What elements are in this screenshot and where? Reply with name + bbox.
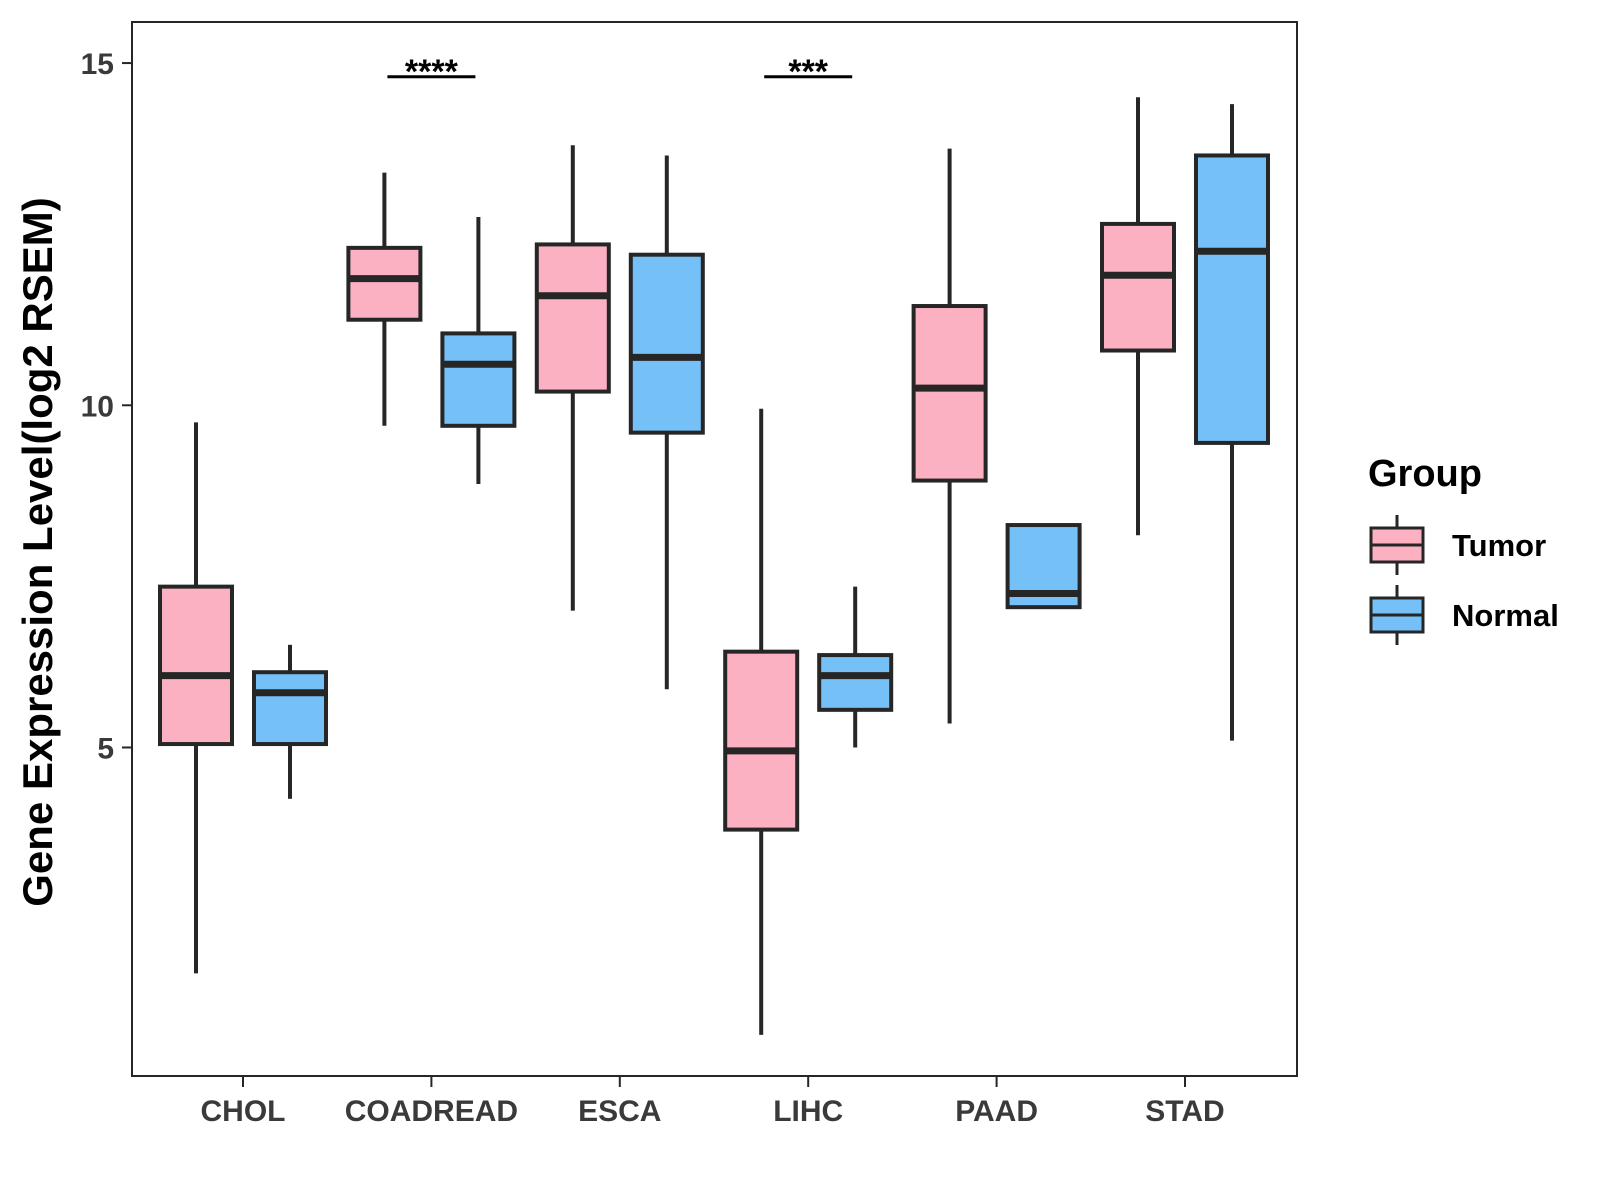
significance-annotation: **** (387, 53, 476, 91)
x-tick-label: CHOL (201, 1095, 286, 1128)
legend-label: Normal (1452, 598, 1559, 633)
y-tick-label: 5 (97, 732, 114, 765)
box-normal-coadread (440, 217, 517, 484)
box-normal-esca (628, 155, 705, 690)
significance-annotation: *** (764, 53, 853, 91)
x-axis: CHOL COADREAD ESCA LIHC PAAD STAD (201, 1076, 1225, 1128)
box-iqr (158, 584, 234, 747)
y-axis-title: Gene Expression Level(log2 RSEM) (14, 197, 61, 907)
box-iqr (911, 304, 988, 483)
box-iqr (817, 653, 894, 712)
box-iqr (723, 649, 800, 832)
significance-label: **** (405, 53, 459, 91)
y-axis: 5 10 15 (81, 48, 132, 765)
x-tick-label: ESCA (578, 1095, 661, 1128)
box-iqr (628, 252, 705, 435)
legend: Group Tumor Normal (1368, 453, 1559, 645)
box-tumor-esca (534, 145, 611, 611)
legend-title: Group (1368, 453, 1482, 495)
box-normal-lihc (817, 586, 894, 748)
box-iqr (346, 245, 423, 322)
legend-label: Tumor (1452, 528, 1546, 563)
plot-area: **** *** (131, 21, 1298, 1077)
box-tumor-stad (1100, 97, 1176, 536)
legend-item-normal: Normal (1369, 585, 1559, 645)
box-tumor-chol (158, 422, 234, 974)
plot-panel-border (131, 21, 1298, 1077)
x-tick-label: COADREAD (345, 1095, 518, 1128)
legend-item-tumor: Tumor (1369, 515, 1546, 575)
box-normal-chol (252, 644, 328, 799)
box-tumor-lihc (723, 408, 800, 1035)
box-iqr (1100, 221, 1176, 353)
box-iqr (1194, 153, 1270, 445)
box-tumor-coadread (346, 172, 423, 426)
significance-label: *** (788, 53, 828, 91)
box-iqr (252, 670, 328, 747)
box-tumor-paad (911, 148, 988, 724)
box-normal-paad (1005, 523, 1082, 610)
box-iqr (440, 331, 517, 428)
box-iqr (534, 242, 611, 394)
y-tick-label: 15 (81, 48, 114, 81)
x-tick-label: LIHC (773, 1095, 843, 1128)
x-tick-label: STAD (1145, 1095, 1224, 1128)
box-normal-stad (1194, 104, 1270, 741)
y-tick-label: 10 (81, 390, 114, 423)
x-tick-label: PAAD (955, 1095, 1038, 1128)
